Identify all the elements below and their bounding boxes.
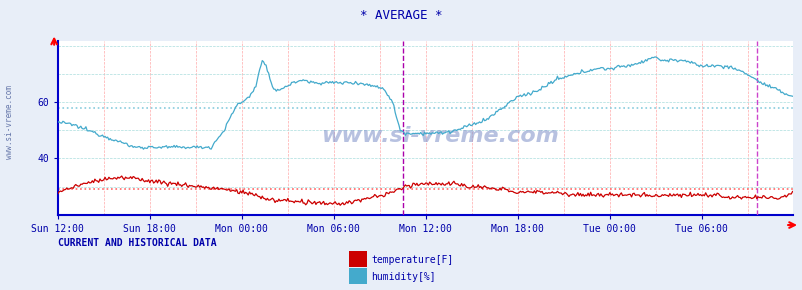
Text: www.si-vreme.com: www.si-vreme.com — [321, 126, 558, 146]
Text: CURRENT AND HISTORICAL DATA: CURRENT AND HISTORICAL DATA — [58, 238, 217, 248]
Text: www.si-vreme.com: www.si-vreme.com — [5, 85, 14, 159]
Text: * AVERAGE *: * AVERAGE * — [360, 9, 442, 22]
Text: humidity[%]: humidity[%] — [371, 272, 435, 282]
Text: temperature[F]: temperature[F] — [371, 255, 452, 264]
